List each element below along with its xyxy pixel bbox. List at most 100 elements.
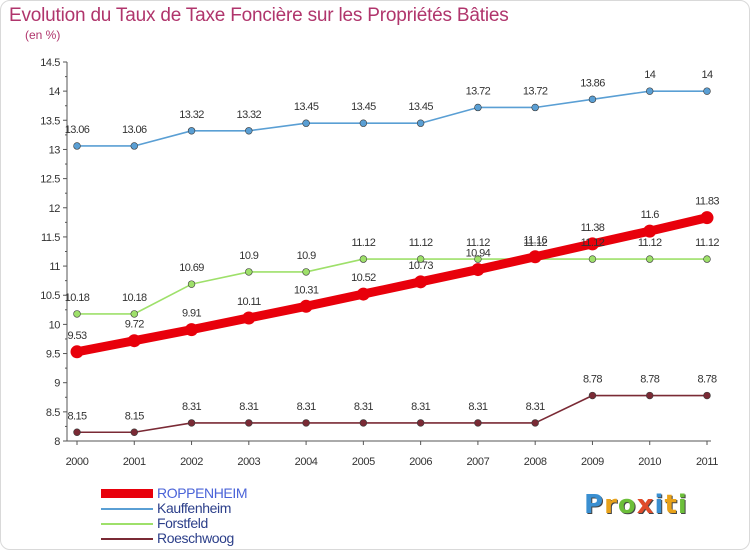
data-label-kauffenheim-2009: 13.86 xyxy=(580,77,605,89)
point-kauffenheim-2004 xyxy=(302,119,310,127)
point-kauffenheim-2003 xyxy=(245,127,253,135)
logo-letter-0: P xyxy=(584,490,605,520)
data-label-roppenheim-2004: 10.31 xyxy=(294,284,319,296)
point-kauffenheim-2001 xyxy=(130,142,138,150)
data-label-forstfeld-2005: 11.12 xyxy=(352,237,376,249)
point-roeschwoog-2007 xyxy=(474,419,482,427)
data-label-roeschwoog-2007: 8.31 xyxy=(468,401,487,413)
y-tick-label-12: 14 xyxy=(49,86,61,98)
data-label-roeschwoog-2005: 8.31 xyxy=(354,401,373,413)
data-label-kauffenheim-2007: 13.72 xyxy=(466,85,491,97)
chart-legend: ROPPENHEIM Kauffenheim Forstfeld Roeschwoog xyxy=(101,486,248,546)
series-line-forstfeld xyxy=(76,258,708,315)
point-forstfeld-2001 xyxy=(130,310,138,318)
data-label-roeschwoog-2006: 8.31 xyxy=(411,401,430,413)
data-label-roeschwoog-2001: 8.15 xyxy=(125,410,144,422)
point-roppenheim-2009 xyxy=(585,237,599,251)
point-roeschwoog-2006 xyxy=(416,419,425,427)
x-tick-label-3: 2003 xyxy=(237,456,260,468)
data-label-roeschwoog-2008: 8.31 xyxy=(526,401,545,413)
data-label-roeschwoog-2009: 8.78 xyxy=(583,374,602,386)
point-kauffenheim-2011 xyxy=(703,87,711,95)
point-kauffenheim-2000 xyxy=(73,142,81,150)
data-label-roeschwoog-2000: 8.15 xyxy=(67,410,86,422)
point-roeschwoog-2001 xyxy=(130,428,138,436)
data-label-forstfeld-2000: 10.18 xyxy=(65,292,90,304)
data-label-roeschwoog-2010: 8.78 xyxy=(640,374,659,386)
point-forstfeld-2011 xyxy=(703,255,711,263)
data-label-forstfeld-2010: 11.12 xyxy=(638,237,662,249)
data-label-roppenheim-2006: 10.73 xyxy=(408,260,433,272)
x-tick-label-1: 2001 xyxy=(123,456,146,468)
data-label-roppenheim-2005: 10.52 xyxy=(351,272,376,284)
logo-letter-1: r xyxy=(604,490,618,520)
legend-swatch-roeschwoog xyxy=(101,537,153,540)
legend-swatch-forstfeld xyxy=(101,522,153,525)
x-tick-label-4: 2004 xyxy=(295,456,318,468)
legend-item-kauffenheim: Kauffenheim xyxy=(101,501,247,516)
data-label-roeschwoog-2002: 8.31 xyxy=(182,401,201,413)
point-forstfeld-2007 xyxy=(474,255,482,263)
point-kauffenheim-2005 xyxy=(359,119,368,127)
data-label-roeschwoog-2011: 8.78 xyxy=(697,374,716,386)
point-roppenheim-2006 xyxy=(414,275,428,289)
series-line-kauffenheim xyxy=(76,90,708,147)
data-label-kauffenheim-2008: 13.72 xyxy=(523,85,548,97)
point-roppenheim-2010 xyxy=(643,224,657,238)
data-label-forstfeld-2004: 10.9 xyxy=(297,250,316,262)
data-label-forstfeld-2006: 11.12 xyxy=(409,237,433,249)
y-tick-label-8: 12 xyxy=(49,203,61,215)
point-roppenheim-2005 xyxy=(356,287,370,301)
legend-swatch-roppenheim xyxy=(101,489,153,498)
data-label-roppenheim-2007: 10.94 xyxy=(466,248,491,260)
y-tick-label-9: 12.5 xyxy=(40,174,60,186)
x-tick-label-6: 2006 xyxy=(409,456,432,468)
y-tick-label-10: 13 xyxy=(49,144,61,156)
point-roeschwoog-2003 xyxy=(245,419,253,427)
data-label-kauffenheim-2003: 13.32 xyxy=(237,109,262,121)
data-label-roppenheim-2009: 11.38 xyxy=(581,222,605,234)
data-label-roppenheim-2003: 10.11 xyxy=(237,296,261,308)
series-line-roeschwoog xyxy=(76,394,708,434)
x-tick-label-11: 2011 xyxy=(696,456,718,468)
data-label-roppenheim-2010: 11.6 xyxy=(641,209,660,221)
point-roeschwoog-2002 xyxy=(187,419,196,427)
data-label-kauffenheim-2010: 14 xyxy=(644,69,656,81)
y-tick-label-5: 10.5 xyxy=(40,290,60,302)
logo-letter-5: t xyxy=(664,490,678,520)
data-label-kauffenheim-2004: 13.45 xyxy=(294,101,319,113)
logo-letter-6: i xyxy=(677,490,688,520)
point-roppenheim-2000 xyxy=(70,345,84,359)
point-forstfeld-2006 xyxy=(416,255,425,263)
data-label-kauffenheim-2002: 13.32 xyxy=(179,109,204,121)
data-label-kauffenheim-2001: 13.06 xyxy=(122,124,147,136)
series-line-roppenheim xyxy=(72,213,712,357)
data-label-kauffenheim-2006: 13.45 xyxy=(408,101,433,113)
data-label-forstfeld-2011: 11.12 xyxy=(695,237,719,249)
point-roeschwoog-2004 xyxy=(302,419,310,427)
y-tick-label-2: 9 xyxy=(54,378,60,390)
point-kauffenheim-2009 xyxy=(588,95,597,104)
data-label-roeschwoog-2004: 8.31 xyxy=(297,401,316,413)
legend-item-roppenheim: ROPPENHEIM xyxy=(101,486,248,501)
data-label-roppenheim-2011: 11.83 xyxy=(695,196,719,208)
y-tick-label-4: 10 xyxy=(49,319,61,331)
point-kauffenheim-2007 xyxy=(474,103,482,112)
point-roeschwoog-2005 xyxy=(359,419,368,427)
point-roppenheim-2008 xyxy=(528,250,542,264)
data-label-forstfeld-2009: 11.12 xyxy=(581,237,605,249)
x-tick-label-5: 2005 xyxy=(352,456,375,468)
x-tick-label-8: 2008 xyxy=(524,456,547,468)
data-label-kauffenheim-2011: 14 xyxy=(701,69,713,81)
data-label-kauffenheim-2000: 13.06 xyxy=(65,124,90,136)
point-roeschwoog-2008 xyxy=(531,419,539,427)
point-forstfeld-2002 xyxy=(187,280,196,288)
y-tick-label-7: 11.5 xyxy=(41,232,60,244)
data-label-forstfeld-2001: 10.18 xyxy=(122,292,147,304)
point-roppenheim-2007 xyxy=(471,263,485,277)
point-forstfeld-2004 xyxy=(302,268,310,276)
x-tick-label-7: 2007 xyxy=(466,456,489,468)
logo-letter-2: o xyxy=(617,490,637,520)
y-tick-label-6: 11 xyxy=(49,261,60,273)
